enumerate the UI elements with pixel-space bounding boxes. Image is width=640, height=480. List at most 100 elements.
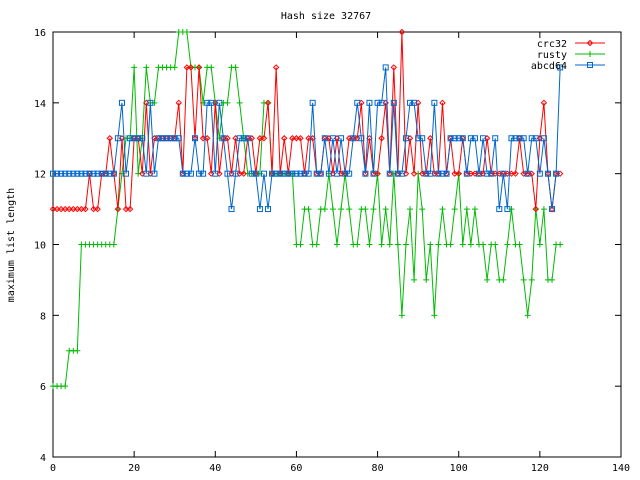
data-point-crc32	[175, 99, 182, 107]
x-tick-label: 120	[531, 463, 549, 474]
data-point-rusty	[520, 276, 527, 283]
data-point-rusty	[447, 241, 454, 248]
data-point-abcd64	[248, 170, 255, 177]
data-point-rusty	[394, 241, 401, 248]
legend-label-crc32: crc32	[537, 39, 567, 50]
data-point-crc32	[532, 205, 540, 213]
data-point-abcd64	[240, 135, 247, 142]
data-point-abcd64	[277, 170, 284, 177]
data-point-abcd64	[459, 135, 466, 142]
data-point-abcd64	[313, 170, 320, 177]
data-point-abcd64	[549, 206, 556, 213]
data-point-abcd64	[467, 135, 474, 142]
data-point-abcd64	[411, 99, 418, 106]
data-point-crc32	[78, 205, 85, 213]
data-point-abcd64	[82, 170, 89, 177]
data-point-abcd64	[244, 135, 251, 142]
data-point-abcd64	[224, 170, 231, 177]
data-point-rusty	[62, 383, 69, 390]
data-point-rusty	[386, 241, 393, 248]
data-point-rusty	[419, 206, 426, 213]
data-point-abcd64	[435, 170, 442, 177]
data-point-abcd64	[192, 135, 198, 142]
data-point-crc32	[297, 135, 304, 142]
data-point-rusty	[321, 206, 328, 213]
data-point-abcd64	[159, 135, 166, 142]
data-point-abcd64	[216, 99, 223, 106]
data-point-abcd64	[70, 170, 77, 177]
data-point-abcd64	[102, 170, 109, 177]
data-point-abcd64	[358, 135, 365, 142]
y-tick-label: 6	[40, 382, 46, 393]
data-point-abcd64	[123, 170, 130, 177]
data-point-abcd64	[232, 170, 239, 177]
data-point-rusty	[463, 206, 470, 213]
data-point-abcd64	[200, 170, 207, 177]
data-point-abcd64	[366, 99, 373, 106]
y-tick-label: 8	[40, 311, 46, 322]
data-point-abcd64	[370, 170, 377, 177]
data-point-abcd64	[447, 135, 454, 142]
data-point-rusty	[370, 206, 377, 213]
data-point-abcd64	[58, 170, 65, 177]
data-point-abcd64	[553, 170, 560, 177]
data-point-abcd64	[415, 135, 422, 142]
x-tick-label: 60	[290, 463, 302, 474]
data-point-rusty	[431, 312, 438, 319]
data-point-rusty	[435, 241, 442, 248]
data-point-crc32	[272, 64, 280, 71]
data-point-abcd64	[386, 170, 393, 177]
data-point-abcd64	[463, 170, 470, 177]
data-point-abcd64	[520, 135, 527, 142]
data-point-rusty	[366, 241, 373, 248]
data-point-abcd64	[228, 206, 235, 213]
legend-marker-abcd64	[587, 62, 593, 68]
data-point-rusty	[382, 206, 389, 213]
data-point-abcd64	[204, 99, 211, 106]
data-point-abcd64	[334, 170, 340, 177]
x-tick-label: 100	[450, 463, 468, 474]
data-point-abcd64	[532, 135, 539, 142]
data-point-abcd64	[488, 170, 495, 177]
series-abcd64	[50, 64, 564, 213]
data-point-abcd64	[110, 170, 117, 177]
data-point-rusty	[402, 241, 409, 248]
data-point-abcd64	[50, 170, 56, 177]
x-tick-label: 20	[128, 463, 140, 474]
data-point-abcd64	[114, 135, 121, 142]
data-point-crc32	[195, 64, 203, 71]
data-point-crc32	[187, 64, 195, 71]
data-point-rusty	[131, 64, 138, 71]
data-point-abcd64	[512, 135, 519, 142]
data-point-abcd64	[236, 135, 243, 142]
data-point-abcd64	[524, 170, 531, 177]
data-point-rusty	[492, 241, 499, 248]
data-point-rusty	[313, 241, 320, 248]
data-point-abcd64	[208, 99, 215, 106]
data-point-crc32	[264, 99, 272, 107]
data-point-abcd64	[354, 99, 361, 106]
data-point-rusty	[354, 241, 361, 248]
data-point-abcd64	[516, 135, 523, 142]
y-tick-label: 12	[34, 170, 46, 181]
data-point-rusty	[504, 241, 511, 248]
data-point-abcd64	[151, 170, 158, 177]
data-point-rusty	[557, 241, 564, 248]
data-point-abcd64	[325, 170, 332, 177]
data-point-abcd64	[131, 135, 138, 142]
data-point-rusty	[528, 276, 535, 283]
legend-label-abcd64: abcd64	[531, 61, 567, 72]
data-point-abcd64	[285, 170, 292, 177]
data-point-abcd64	[212, 170, 219, 177]
data-point-abcd64	[147, 99, 154, 106]
data-point-abcd64	[342, 170, 349, 177]
data-point-abcd64	[273, 170, 280, 177]
data-point-rusty	[439, 206, 446, 213]
data-point-abcd64	[423, 170, 430, 177]
data-point-crc32	[398, 28, 406, 36]
data-point-abcd64	[260, 170, 267, 177]
data-point-abcd64	[443, 170, 450, 177]
data-point-abcd64	[508, 135, 515, 142]
data-point-crc32	[512, 170, 519, 177]
